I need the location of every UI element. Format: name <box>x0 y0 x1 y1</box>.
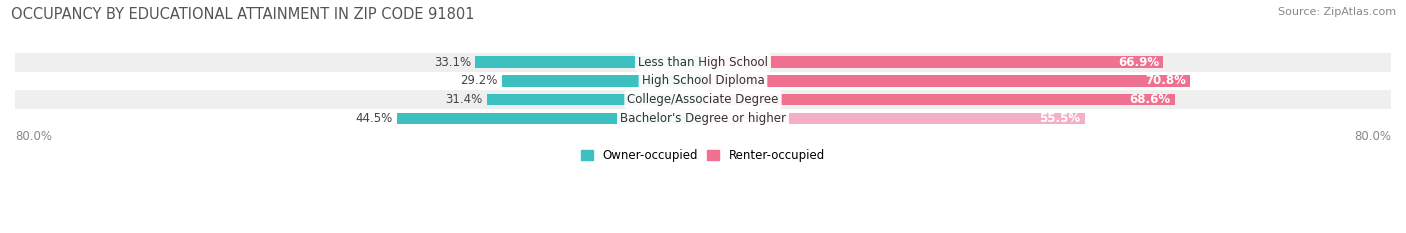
Text: 68.6%: 68.6% <box>1129 93 1171 106</box>
Text: 80.0%: 80.0% <box>1354 130 1391 143</box>
Text: 66.9%: 66.9% <box>1118 56 1159 69</box>
Bar <box>15 90 1391 109</box>
Bar <box>703 56 1163 68</box>
Text: 70.8%: 70.8% <box>1144 74 1185 87</box>
Legend: Owner-occupied, Renter-occupied: Owner-occupied, Renter-occupied <box>576 144 830 167</box>
Bar <box>396 113 703 124</box>
Text: Source: ZipAtlas.com: Source: ZipAtlas.com <box>1278 7 1396 17</box>
Bar <box>486 94 703 106</box>
Text: 33.1%: 33.1% <box>434 56 471 69</box>
Text: 31.4%: 31.4% <box>446 93 482 106</box>
Text: High School Diploma: High School Diploma <box>641 74 765 87</box>
Bar <box>15 53 1391 72</box>
Text: 44.5%: 44.5% <box>356 112 392 125</box>
Bar <box>703 113 1085 124</box>
Text: Less than High School: Less than High School <box>638 56 768 69</box>
Bar <box>502 75 703 87</box>
Text: 55.5%: 55.5% <box>1039 112 1081 125</box>
Bar <box>15 109 1391 128</box>
Text: College/Associate Degree: College/Associate Degree <box>627 93 779 106</box>
Text: 80.0%: 80.0% <box>15 130 52 143</box>
Bar <box>15 72 1391 90</box>
Bar <box>475 56 703 68</box>
Bar <box>703 94 1175 106</box>
Text: OCCUPANCY BY EDUCATIONAL ATTAINMENT IN ZIP CODE 91801: OCCUPANCY BY EDUCATIONAL ATTAINMENT IN Z… <box>11 7 475 22</box>
Text: 29.2%: 29.2% <box>460 74 498 87</box>
Text: Bachelor's Degree or higher: Bachelor's Degree or higher <box>620 112 786 125</box>
Bar <box>703 75 1189 87</box>
